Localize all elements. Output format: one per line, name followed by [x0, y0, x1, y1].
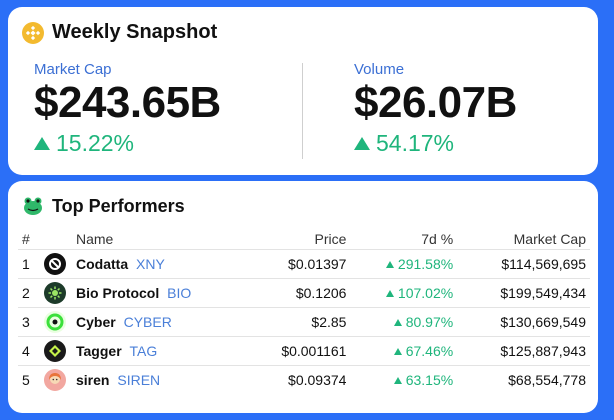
- row-price: $0.001161: [246, 335, 351, 365]
- market-cap-change: 15.22%: [34, 130, 221, 157]
- coin-symbol: XNY: [136, 255, 165, 272]
- cyber-logo-icon: [44, 310, 66, 333]
- row-name-cell: Codatta XNY: [72, 248, 247, 278]
- header-price: Price: [314, 230, 347, 247]
- coin-name: Tagger: [76, 342, 122, 359]
- performers-header: Top Performers: [22, 195, 185, 217]
- coin-symbol: CYBER: [123, 313, 172, 330]
- volume-label: Volume: [354, 61, 405, 78]
- table-row[interactable]: 5 siren SIREN $0.09374 63.15% $68,554,77…: [18, 364, 590, 394]
- row-logo-cell: [40, 248, 72, 278]
- performers-table: # Name Price 7d % Market Cap 1 Codatta X…: [18, 229, 590, 394]
- volume-stat: Volume $26.07B 54.17%: [354, 61, 517, 157]
- market-cap-stat: Market Cap $243.65B 15.22%: [34, 61, 221, 157]
- weekly-snapshot-card: Weekly Snapshot Market Cap $243.65B 15.2…: [8, 7, 598, 175]
- row-change: 291.58%: [397, 255, 454, 272]
- row-market-cap: $130,669,549: [457, 306, 590, 336]
- row-change-cell: 80.97%: [350, 306, 458, 336]
- row-rank: 3: [18, 306, 40, 336]
- top-performers-card: Top Performers # Name Price 7d % Market …: [8, 181, 598, 413]
- row-market-cap: $199,549,434: [457, 277, 590, 307]
- market-cap-label: Market Cap: [34, 61, 112, 78]
- row-logo-cell: [40, 306, 72, 336]
- bio-protocol-logo-icon: [44, 281, 66, 304]
- snapshot-title: Weekly Snapshot: [52, 21, 218, 43]
- table-row[interactable]: 1 Codatta XNY $0.01397 291.58% $114,569,…: [18, 248, 590, 278]
- row-rank: 2: [18, 277, 40, 307]
- table-row[interactable]: 3 Cyber CYBER $2.85 80.97% $130,669,549: [18, 306, 590, 336]
- coin-symbol: TAG: [129, 342, 158, 359]
- row-market-cap: $68,554,778: [457, 364, 590, 394]
- row-name-cell: siren SIREN: [72, 364, 247, 394]
- coin-symbol: SIREN: [117, 371, 161, 388]
- row-name-cell: Cyber CYBER: [72, 306, 247, 336]
- market-cap-value: $243.65B: [34, 78, 221, 127]
- row-change: 63.15%: [405, 371, 454, 388]
- row-market-cap: $114,569,695: [457, 248, 590, 278]
- row-rank: 1: [18, 248, 40, 278]
- tagger-logo-icon: [44, 339, 66, 362]
- frog-icon: [22, 195, 44, 217]
- up-arrow-icon: [385, 289, 394, 297]
- up-arrow-icon: [393, 318, 402, 326]
- header-rank: #: [22, 230, 30, 247]
- header-name: Name: [76, 230, 114, 247]
- row-change-cell: 107.02%: [350, 277, 458, 307]
- up-arrow-icon: [385, 260, 394, 268]
- coin-name: Codatta: [76, 255, 129, 272]
- row-change: 107.02%: [397, 284, 454, 301]
- header-market-cap: Market Cap: [513, 230, 586, 247]
- header-change: 7d %: [421, 230, 454, 247]
- up-arrow-icon: [34, 137, 50, 151]
- coin-name: Bio Protocol: [76, 284, 160, 301]
- coin-name: Cyber: [76, 313, 116, 330]
- row-change: 67.46%: [405, 342, 454, 359]
- up-arrow-icon: [354, 137, 370, 151]
- row-price: $0.1206: [246, 277, 351, 307]
- up-arrow-icon: [393, 347, 402, 355]
- row-market-cap: $125,887,943: [457, 335, 590, 365]
- table-row[interactable]: 2 Bio Protocol BIO $0.1206 107.02% $199,…: [18, 277, 590, 307]
- stat-divider: [302, 63, 303, 159]
- bnb-logo-icon: [22, 21, 44, 44]
- row-change-cell: 291.58%: [350, 248, 458, 278]
- volume-value: $26.07B: [354, 78, 517, 127]
- row-name-cell: Bio Protocol BIO: [72, 277, 247, 307]
- volume-change-value: 54.17%: [376, 130, 455, 157]
- coin-symbol: BIO: [167, 284, 192, 301]
- up-arrow-icon: [393, 376, 402, 384]
- codatta-logo-icon: [44, 252, 66, 275]
- row-logo-cell: [40, 335, 72, 365]
- row-change-cell: 67.46%: [350, 335, 458, 365]
- header-logo: [40, 229, 72, 249]
- row-price: $0.01397: [246, 248, 351, 278]
- coin-name: siren: [76, 371, 110, 388]
- snapshot-header: Weekly Snapshot: [22, 21, 217, 44]
- table-header-row: # Name Price 7d % Market Cap: [18, 229, 590, 249]
- row-change-cell: 63.15%: [350, 364, 458, 394]
- row-logo-cell: [40, 364, 72, 394]
- performers-title: Top Performers: [52, 195, 185, 216]
- row-price: $2.85: [246, 306, 351, 336]
- market-cap-change-value: 15.22%: [56, 130, 135, 157]
- row-name-cell: Tagger TAG: [72, 335, 247, 365]
- row-price: $0.09374: [246, 364, 351, 394]
- row-logo-cell: [40, 277, 72, 307]
- row-change: 80.97%: [405, 313, 454, 330]
- row-rank: 4: [18, 335, 40, 365]
- siren-logo-icon: [44, 368, 66, 391]
- row-rank: 5: [18, 364, 40, 394]
- volume-change: 54.17%: [354, 130, 517, 157]
- table-row[interactable]: 4 Tagger TAG $0.001161 67.46% $125,887,9…: [18, 335, 590, 365]
